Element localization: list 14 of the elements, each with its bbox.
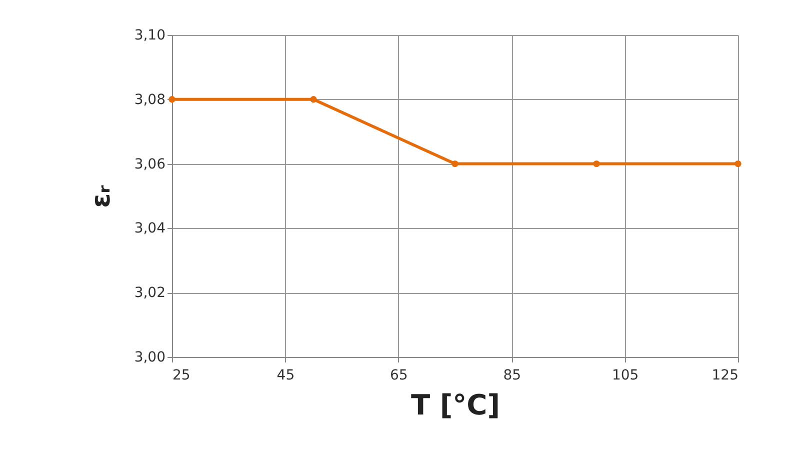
x-tick-label: 125 [712, 368, 738, 384]
y-tick-label: 3,00 [134, 350, 166, 366]
x-tick-label: 25 [172, 368, 190, 384]
x-tick-label: 65 [390, 368, 408, 384]
x-axis-title: T [°C] [411, 388, 500, 422]
y-tick-label: 3,08 [134, 92, 166, 108]
y-tick-label: 3,10 [134, 28, 166, 44]
x-tick-label: 85 [503, 368, 522, 384]
y-tick-label: 3,06 [134, 156, 166, 172]
y-tick-label: 3,02 [134, 285, 166, 302]
x-tick-label: 45 [276, 368, 295, 384]
y-axis-title: εᵣ [86, 184, 116, 208]
y-tick-label: 3,04 [134, 220, 166, 237]
x-tick-label: 105 [612, 368, 639, 384]
